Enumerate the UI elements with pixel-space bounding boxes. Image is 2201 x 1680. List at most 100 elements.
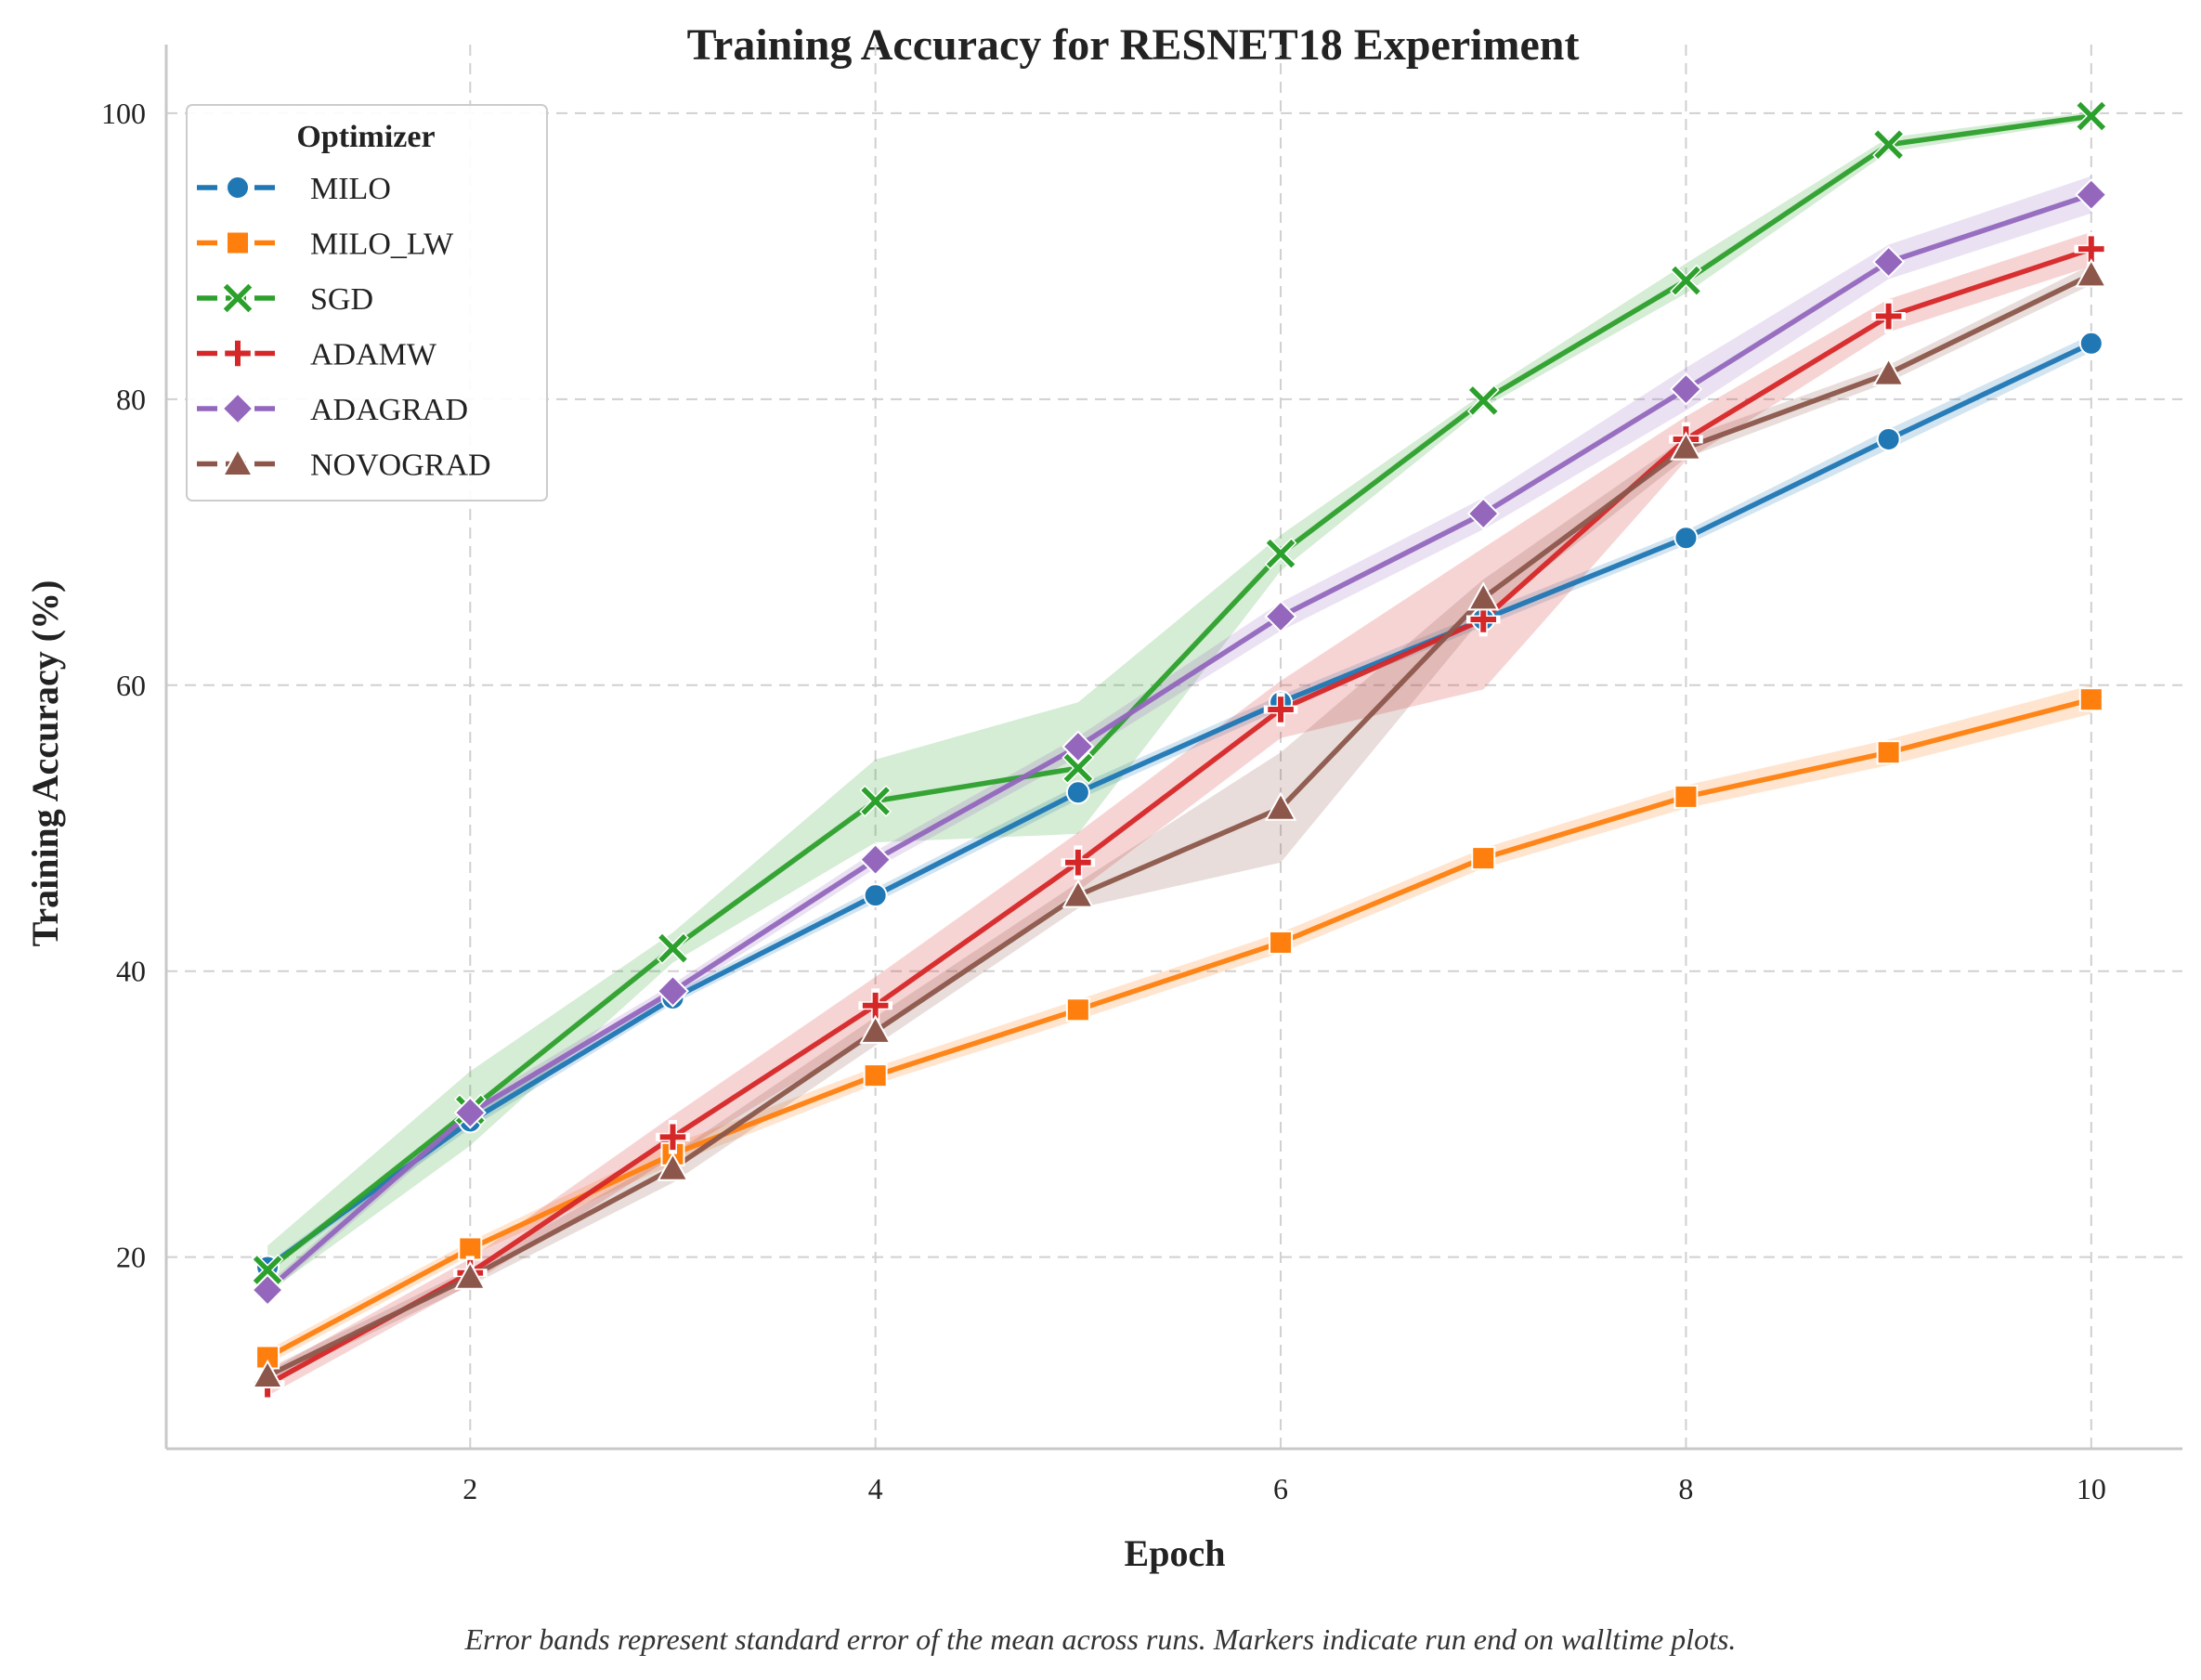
legend-label-adagrad: ADAGRAD — [310, 393, 468, 427]
series-line-milo — [265, 341, 2094, 1270]
data-point-novograd — [2075, 258, 2108, 288]
series-line-novograd — [265, 272, 2094, 1379]
y-tick-label: 80 — [116, 383, 146, 416]
x-tick-label: 8 — [1678, 1472, 1693, 1505]
legend-label-adamw: ADAMW — [310, 338, 437, 372]
legend-item-novograd: NOVOGRAD — [197, 447, 491, 483]
data-point-adagrad — [1669, 372, 1703, 406]
legend-marker-novograd — [221, 447, 254, 476]
data-point-sgd — [657, 931, 689, 965]
y-tick-label: 20 — [116, 1241, 146, 1274]
legend-item-milo: MILO — [197, 172, 391, 206]
legend-marker-adagrad — [221, 392, 254, 425]
data-point-sgd — [859, 785, 892, 817]
data-point-adagrad — [251, 1273, 284, 1307]
data-point-sgd — [1264, 537, 1297, 570]
data-point-adagrad — [1466, 497, 1500, 530]
legend-label-sgd: SGD — [310, 282, 373, 317]
data-point-adamw-stroke — [1065, 849, 1091, 876]
data-point-adamw-stroke — [1268, 697, 1294, 723]
axes — [164, 45, 2182, 1451]
y-tick-label: 60 — [116, 669, 146, 702]
data-point-adagrad — [2075, 178, 2108, 212]
series-line-milo-lw — [265, 697, 2094, 1361]
data-point-adamw — [1061, 845, 1096, 880]
legend-marker-milo-lw — [226, 230, 250, 255]
data-point-novograd — [859, 1014, 892, 1044]
tick-labels: 2 4 6 8 10 20 40 60 80 100 — [101, 97, 2106, 1505]
data-point-novograd — [1670, 431, 1702, 461]
data-point-adamw — [656, 1120, 690, 1154]
data-point-adamw — [1263, 692, 1298, 727]
data-point-adagrad — [1872, 245, 1906, 279]
data-point-adamw-stroke — [862, 992, 889, 1019]
data-point-milo-lw — [863, 1063, 888, 1088]
x-tick-label: 4 — [868, 1472, 883, 1505]
series-line-adagrad — [265, 191, 2094, 1293]
data-point-milo — [863, 883, 888, 908]
legend-marker-sgd — [221, 281, 254, 315]
data-point-milo-lw — [1471, 846, 1496, 871]
legend-marker-milo — [226, 176, 250, 200]
y-axis-label: Training Accuracy (%) — [24, 580, 66, 947]
data-point-sgd — [1872, 128, 1906, 162]
data-point-novograd — [251, 1359, 284, 1388]
data-point-adagrad — [453, 1096, 487, 1129]
data-point-sgd-stroke — [1468, 386, 1498, 415]
data-point-sgd — [1061, 751, 1095, 785]
data-point-milo — [2078, 331, 2103, 356]
data-point-novograd — [657, 1152, 689, 1181]
data-point-adamw-stroke — [1875, 303, 1902, 330]
data-point-adamw-stroke — [659, 1124, 686, 1151]
data-point-sgd-stroke — [1672, 266, 1700, 295]
legend-label-novograd: NOVOGRAD — [310, 449, 491, 483]
data-point-adagrad — [1264, 600, 1297, 633]
data-point-milo — [1876, 426, 1901, 451]
data-point-novograd — [1872, 357, 1905, 386]
error-band-novograd — [267, 265, 2091, 1384]
data-point-sgd-stroke — [658, 933, 687, 963]
x-axis-label: Epoch — [1125, 1532, 1226, 1574]
legend: Optimizer MILO MILO_LW SGD ADAMW ADAGRAD NOVO… — [186, 104, 548, 501]
data-point-adamw — [1871, 299, 1906, 333]
error-band-sgd — [267, 111, 2091, 1294]
legend-title: Optimizer — [296, 120, 435, 154]
data-point-adamw — [1465, 602, 1501, 637]
data-point-adagrad — [656, 974, 690, 1008]
legend-label-milo: MILO — [310, 172, 391, 206]
legend-label-milo-lw: MILO_LW — [310, 228, 454, 262]
series-line-sgd — [265, 113, 2094, 1273]
legend-marker-sgd-stroke — [223, 283, 253, 313]
data-point-adamw-stroke — [1470, 606, 1497, 632]
legend-marker-adamw — [220, 336, 255, 371]
data-point-milo-lw — [1674, 784, 1699, 809]
x-tick-label: 6 — [1273, 1472, 1288, 1505]
legend-frame — [186, 104, 548, 501]
data-point-novograd — [1264, 791, 1297, 821]
data-point-sgd-stroke — [2077, 101, 2106, 131]
data-point-novograd — [1061, 879, 1095, 908]
legend-item-adamw: ADAMW — [197, 336, 437, 372]
data-point-sgd — [1670, 264, 1702, 297]
data-point-sgd — [251, 1254, 284, 1286]
y-tick-label: 40 — [116, 955, 146, 988]
data-point-milo-lw — [1876, 740, 1901, 765]
data-point-adagrad — [1061, 730, 1095, 763]
chart-title: Training Accuracy for RESNET18 Experimen… — [687, 20, 1580, 70]
legend-marker-adamw-stroke — [225, 340, 251, 367]
data-point-sgd — [1466, 384, 1500, 417]
data-point-sgd-stroke — [861, 787, 890, 815]
data-point-milo-lw — [2078, 687, 2103, 712]
data-point-milo — [1065, 780, 1090, 805]
legend-item-sgd: SGD — [197, 281, 373, 317]
legend-item-adagrad: ADAGRAD — [197, 392, 468, 427]
data-point-novograd — [453, 1260, 487, 1290]
series-lines — [265, 113, 2094, 1387]
data-point-milo-lw — [1065, 997, 1090, 1022]
data-point-sgd-stroke — [1266, 539, 1296, 568]
x-tick-label: 10 — [2077, 1472, 2106, 1505]
data-point-milo-lw — [1269, 930, 1294, 955]
legend-item-milo-lw: MILO_LW — [197, 228, 454, 262]
